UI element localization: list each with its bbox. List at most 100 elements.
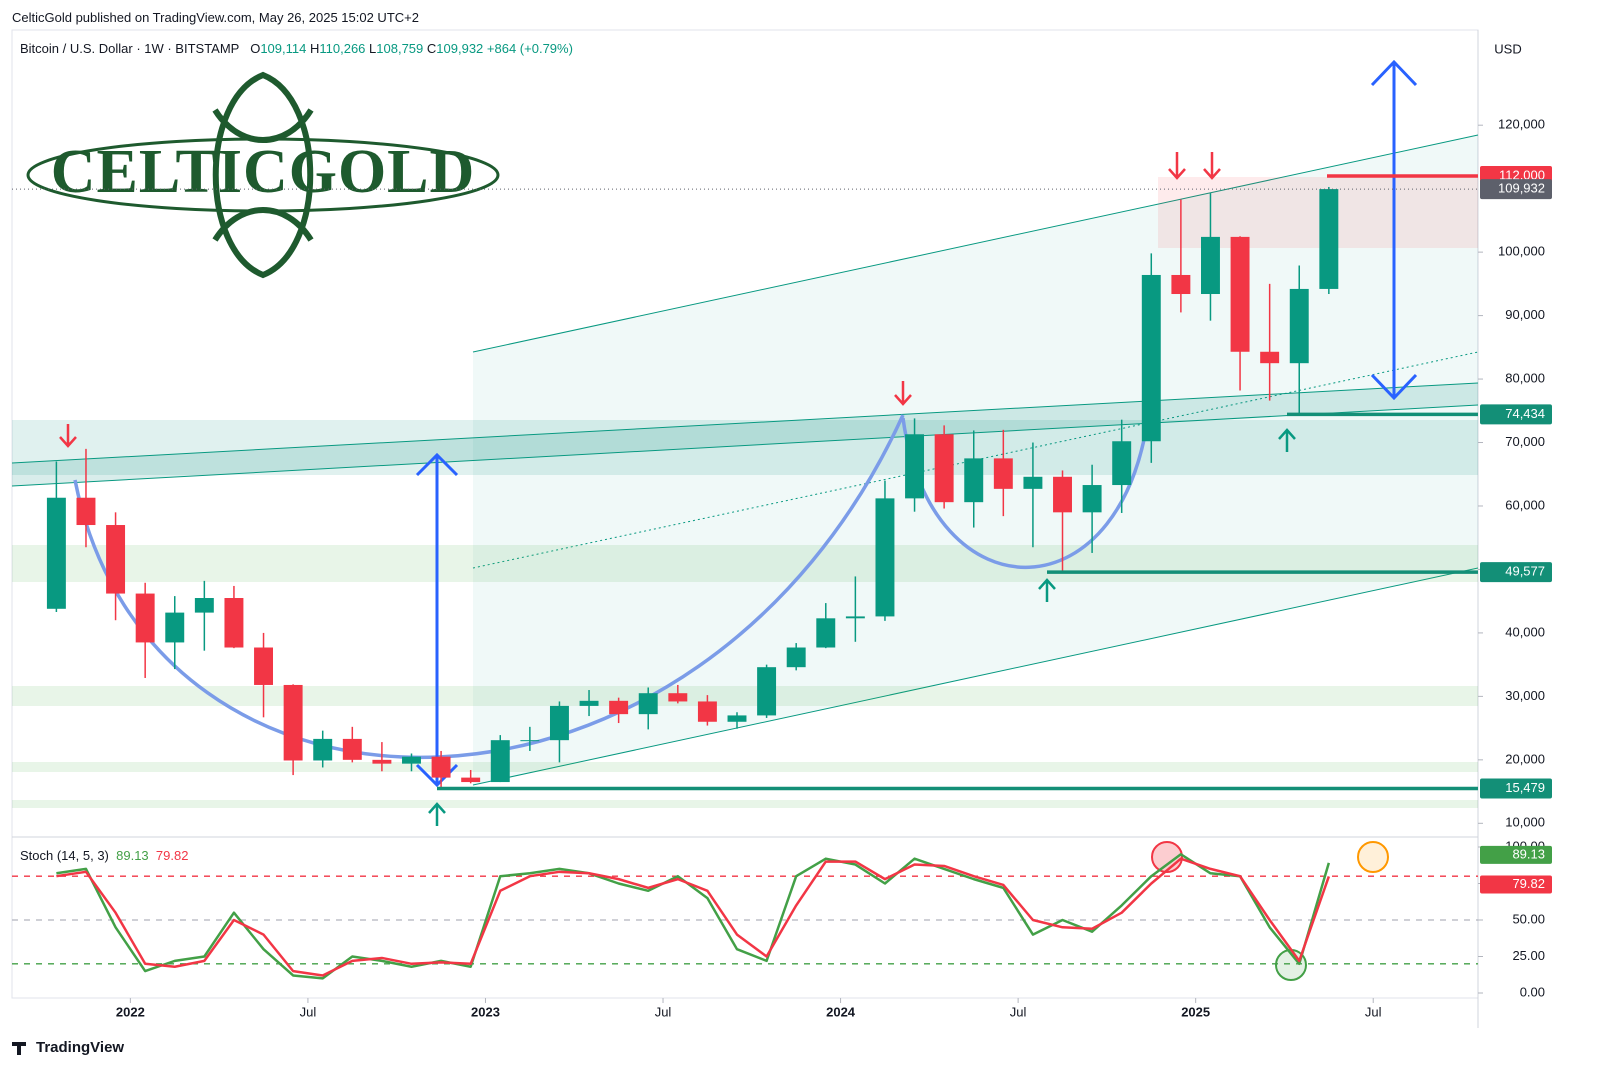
y-tick-label: 90,000 [1505,307,1545,322]
candle-body [490,740,510,783]
stoch-legend: Stoch (14, 5, 3) 89.13 79.82 [20,848,188,863]
candle-body [165,612,185,643]
down-arrow [1168,152,1186,180]
ohlc-key: L [369,41,377,56]
x-tick-label: 2025 [1181,1004,1210,1019]
candle-body [934,434,954,503]
ohlc-value: 108,759 [376,41,424,56]
x-tick-label: 2022 [116,1004,145,1019]
data-layer [12,174,1478,980]
stoch-value-label: 89.13 [1512,846,1545,861]
down-arrow [59,424,77,448]
y-tick-label: 120,000 [1498,117,1545,132]
symbol-title: Bitcoin / U.S. Dollar · 1W · BITSTAMP [20,41,240,56]
logo-knot [212,71,314,279]
candle-body [905,434,925,499]
candle-body [106,525,126,594]
stoch-value-box [1480,845,1552,864]
stoch-k: 89.13 [116,848,149,863]
candle-body [638,693,658,715]
y-tick-label: 25.00 [1512,948,1545,963]
candle-body [727,715,747,722]
candle-body [845,616,865,619]
candle-body [372,759,392,764]
candle-body [786,647,806,668]
candle-body [46,497,66,609]
up-arrow [1038,578,1056,602]
y-tick-label: 60,000 [1505,497,1545,512]
green-arrows [428,428,1296,826]
ohlc-key: O [250,41,261,56]
price-label-box [1480,562,1552,583]
y-tick-label: 70,000 [1505,434,1545,449]
candle-body [1023,476,1043,489]
y-tick-label: 30,000 [1505,688,1545,703]
currency: USD [1494,41,1521,56]
y-tick-label: 10,000 [1505,815,1545,830]
y-tick-label: 20,000 [1505,751,1545,766]
price-label-box [1480,179,1552,200]
x-tick-label: Jul [300,1004,317,1019]
candle-body [76,497,96,526]
candle-body [402,756,421,764]
candle-body [461,777,481,783]
y-tick-label: 80,000 [1505,370,1545,385]
candle-body [1171,274,1191,295]
zone [12,686,1478,706]
resistance-line [11,404,1479,487]
candle-body [342,738,362,760]
candle-body [431,756,451,778]
zone [12,420,1478,475]
candle-body [1112,441,1132,486]
up-arrow [428,802,446,826]
channel-line [472,134,1479,353]
ohlc-value: 110,266 [319,41,366,56]
stoch-title: Stoch (14, 5, 3) [20,848,109,863]
channel-mid [472,351,1479,569]
measure-arrow [415,452,459,788]
zone [12,800,1478,808]
candle-body [1201,236,1220,295]
candle-body [520,740,540,742]
resistance-line [11,382,1479,464]
ohlc-key: C [426,41,437,56]
ohlc: O109,114 H110,266 L108,759 C109,932 [250,41,487,56]
ohlc-key: H [309,41,320,56]
ohlc-value: 109,114 [260,41,307,56]
measure-arrow [1370,59,1418,401]
down-arrow [894,381,912,406]
stoch-line [56,853,1331,980]
candle-body [1082,485,1102,513]
zone [12,762,1478,772]
price-label-box [1480,404,1552,425]
candle-body [579,700,599,706]
candle-body [254,647,273,685]
candle-body [993,458,1013,489]
candle-body [1260,351,1280,364]
candle-body [224,598,244,648]
price-label: 15,479 [1505,780,1545,795]
channel-line [472,567,1479,786]
stoch-line [56,857,1331,977]
x-tick-label: 2023 [471,1004,500,1019]
x-tick-label: 2024 [826,1004,856,1019]
y-tick-label: 0.00 [1520,984,1545,999]
red-arrows [59,152,1221,448]
candle-body [135,593,155,643]
candle-body [1053,476,1072,513]
up-arrow [1278,428,1296,452]
candle-body [875,498,895,617]
ohlc-value: 109,932 [436,41,484,56]
candle-body [549,705,569,741]
price-label: 112,000 [1499,167,1545,182]
candle-body [1289,288,1309,364]
price-label: 74,434 [1505,406,1545,421]
x-tick-label: Jul [1365,1004,1382,1019]
y-tick-label: 50.00 [1512,911,1545,926]
candle-body [964,458,984,503]
candle-body [1141,274,1161,442]
y-tick-label: 100,000 [1498,244,1545,259]
candle-body [194,598,214,613]
logo-text: CELTICGOLD [51,138,476,206]
